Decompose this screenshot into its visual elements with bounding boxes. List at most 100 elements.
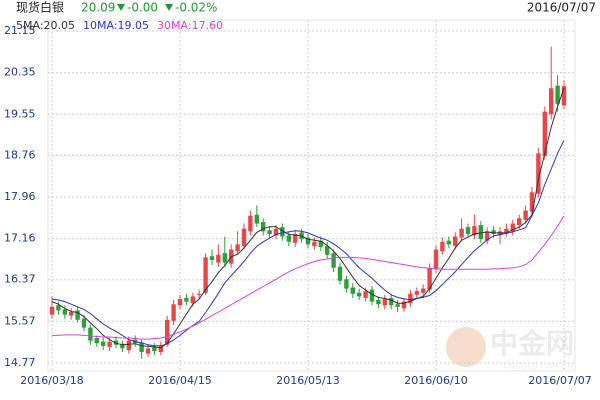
change-pct: -0.02% (175, 1, 217, 15)
candle-body (350, 287, 355, 294)
candle-body (382, 298, 387, 306)
plot-frame (47, 19, 576, 372)
watermark: 中金网 CNGOLD.COM.CN (446, 327, 574, 371)
candle-body (280, 227, 285, 237)
candle-body (465, 227, 471, 234)
candle-body (209, 256, 215, 260)
candle-body (62, 309, 67, 315)
candle-body (529, 192, 535, 212)
x-tick-label: 2016/05/13 (276, 374, 339, 387)
x-tick-label: 2016/06/10 (404, 374, 467, 387)
candle-body (440, 241, 445, 252)
candle-body (197, 293, 202, 295)
candle-body (101, 341, 106, 346)
candle-body (145, 348, 151, 354)
candle-body (421, 288, 426, 293)
candle-body (241, 228, 247, 246)
candle-body (190, 296, 195, 304)
candle-body (395, 304, 400, 307)
ma-line (52, 215, 565, 340)
chart-title: 现货白银 (16, 0, 64, 15)
watermark-text: 中金网 (490, 327, 574, 360)
y-tick-label: 20.35 (4, 66, 36, 79)
candle-body (184, 297, 189, 302)
candle-body (177, 298, 183, 306)
candle-body (165, 319, 170, 345)
x-tick-label: 2016/07/07 (528, 374, 591, 387)
candle-body (107, 341, 112, 347)
candle-body (312, 241, 317, 246)
ma-line (51, 88, 565, 349)
candle-body (504, 228, 509, 233)
last-price: 20.09 (81, 1, 115, 15)
candle-body (305, 237, 311, 245)
candle-body (517, 218, 522, 226)
candle-body (69, 312, 74, 316)
candle-body (408, 293, 413, 304)
candle-body (286, 235, 291, 242)
y-tick-label: 18.76 (4, 148, 36, 161)
candle-body (331, 253, 336, 268)
candle-body (555, 85, 560, 104)
candle-body (561, 86, 567, 106)
candle-body (293, 233, 298, 243)
candle-body (485, 231, 490, 241)
candle-body (49, 306, 55, 315)
candle-body (248, 215, 253, 232)
y-tick-label: 19.55 (4, 107, 36, 120)
candle-body (401, 301, 407, 309)
candle-body (459, 228, 464, 238)
candle-body (261, 221, 266, 232)
candle-body (120, 343, 125, 349)
candle-body (235, 244, 240, 252)
down-arrow (165, 4, 173, 11)
candle-body (152, 346, 157, 352)
candle-body (216, 254, 221, 263)
candle-body (389, 297, 394, 306)
candle-body (267, 230, 272, 234)
candle-body (318, 240, 323, 247)
candle-body (478, 225, 483, 240)
candle-body (325, 245, 330, 255)
candle-body (497, 231, 503, 236)
candle-body (414, 291, 419, 295)
candle-body (363, 291, 368, 298)
candle-body (542, 111, 547, 156)
candle-body (273, 228, 279, 236)
candle-body (357, 292, 362, 297)
y-tick-label: 16.37 (4, 273, 36, 286)
candle-body (222, 253, 227, 263)
legend-entry: 10MA:19.05 (83, 19, 149, 32)
candle-body (549, 88, 554, 115)
y-tick-label: 17.96 (4, 190, 36, 203)
watermark-sub: CNGOLD.COM.CN (503, 362, 573, 371)
candle-body (491, 230, 496, 234)
candle-body (427, 267, 432, 290)
candle-body (139, 342, 144, 353)
candle-body (203, 257, 208, 293)
y-tick-label: 17.16 (4, 232, 36, 245)
candle-body (523, 210, 528, 220)
legend-entry: 30MA:17.60 (157, 19, 223, 32)
x-tick-label: 2016/04/15 (148, 374, 211, 387)
candle-body (344, 279, 349, 289)
change: -0.00 (127, 1, 158, 15)
candle-body (510, 223, 515, 232)
candle-body (254, 214, 259, 224)
candle-body (75, 310, 80, 320)
x-tick-label: 2016/03/18 (20, 374, 83, 387)
ma-line (51, 140, 565, 347)
candle-body (337, 266, 343, 281)
candle-body (81, 318, 87, 328)
candle-body (433, 249, 439, 269)
legend-entry: 5MA:20.05 (16, 19, 75, 32)
candle-body (376, 300, 381, 305)
candle-body (453, 236, 458, 246)
candle-body (472, 226, 477, 236)
y-tick-label: 21.15 (4, 24, 36, 37)
candle-body (88, 327, 93, 341)
candle-body (369, 289, 375, 302)
y-tick-label: 15.57 (4, 314, 36, 327)
y-tick-label: 14.77 (4, 356, 36, 369)
